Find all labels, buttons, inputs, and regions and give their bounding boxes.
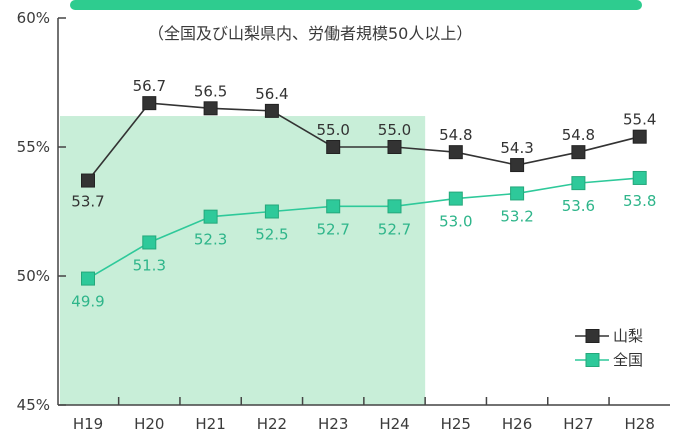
x-tick-label: H22	[257, 415, 287, 433]
data-point	[448, 145, 463, 160]
data-label: 52.7	[316, 220, 349, 238]
data-label: 55.0	[378, 121, 411, 139]
x-tick-label: H24	[379, 415, 409, 433]
data-point	[510, 186, 525, 201]
data-label: 53.8	[623, 192, 656, 210]
data-label: 52.3	[194, 231, 227, 249]
y-axis: 45% 50% 55% 60%	[17, 9, 66, 414]
data-point	[142, 96, 157, 111]
y-tick-label: 45%	[17, 396, 50, 414]
data-label: 54.3	[500, 139, 533, 157]
x-tick-label: H20	[134, 415, 164, 433]
x-tick-label: H28	[625, 415, 655, 433]
data-point	[632, 129, 647, 144]
data-label: 53.2	[500, 207, 533, 225]
data-label: 52.7	[378, 220, 411, 238]
x-tick-label: H27	[563, 415, 593, 433]
data-label: 56.5	[194, 82, 227, 100]
x-tick-label: H21	[195, 415, 225, 433]
x-tick-label: H23	[318, 415, 348, 433]
data-point	[264, 204, 279, 219]
chart-subtitle: （全国及び山梨県内、労働者規模50人以上）	[148, 24, 472, 43]
header-band	[70, 0, 642, 10]
series-line	[87, 102, 640, 182]
data-label: 54.8	[562, 126, 595, 144]
data-point	[571, 145, 586, 160]
data-point	[448, 191, 463, 206]
data-point	[81, 271, 95, 286]
data-point	[203, 209, 218, 224]
legend-marker	[585, 353, 600, 367]
data-point	[571, 176, 586, 191]
data-label: 56.7	[133, 77, 166, 95]
data-label: 52.5	[255, 226, 288, 244]
y-tick-label: 60%	[17, 9, 50, 27]
legend-label: 全国	[613, 351, 643, 369]
data-label: 56.4	[255, 85, 288, 103]
data-label: 51.3	[133, 256, 166, 274]
data-point	[387, 199, 402, 214]
x-tick-label: H19	[73, 415, 103, 433]
y-tick-label: 50%	[17, 267, 50, 285]
data-point	[510, 158, 525, 173]
data-point	[326, 199, 341, 214]
x-axis: H19 H20 H21 H22 H23 H24 H25 H26 H27 H28	[73, 397, 655, 433]
data-point	[387, 140, 402, 154]
shaded-region	[60, 116, 426, 405]
data-point	[264, 103, 279, 118]
legend-marker	[585, 329, 600, 343]
data-point	[203, 101, 218, 116]
data-label: 53.7	[71, 193, 104, 211]
data-label: 55.4	[623, 111, 656, 129]
y-tick-label: 55%	[17, 138, 50, 156]
data-label: 53.0	[439, 213, 472, 231]
x-tick-label: H26	[502, 415, 532, 433]
data-point	[632, 170, 647, 185]
x-tick-label: H25	[441, 415, 471, 433]
data-point	[81, 173, 95, 188]
data-point	[142, 235, 157, 250]
series-line	[87, 177, 640, 280]
data-point	[326, 140, 341, 154]
series-layer: 53.7 56.7 56.5 56.4 55.0 55.0 54.8 54.3 54.8 55.4…	[71, 77, 656, 310]
data-label: 49.9	[71, 293, 104, 311]
data-label: 53.6	[562, 197, 595, 215]
legend-label: 山梨	[613, 327, 643, 345]
data-label: 54.8	[439, 126, 472, 144]
data-label: 55.0	[316, 121, 349, 139]
